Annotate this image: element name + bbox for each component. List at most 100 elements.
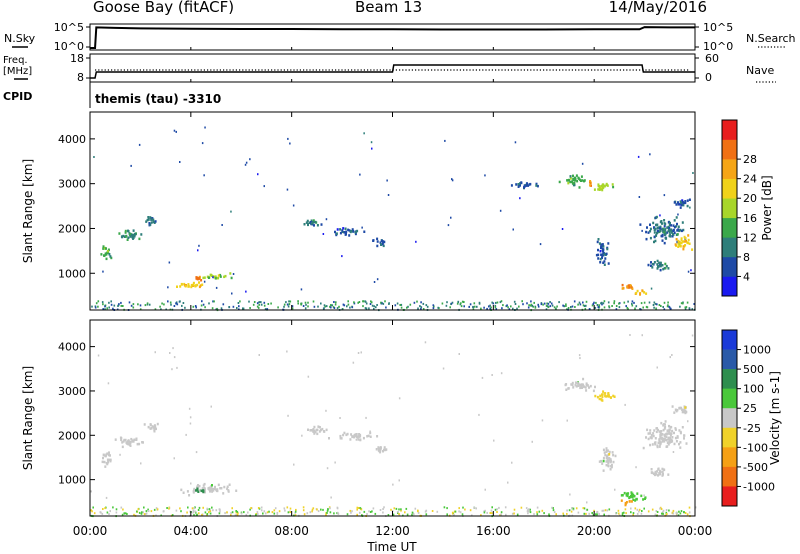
scatter-cell bbox=[602, 459, 605, 463]
scatter-cell bbox=[580, 175, 583, 178]
noise-left-tick-label: 10^0 bbox=[54, 40, 84, 53]
scatter-cell bbox=[106, 249, 109, 253]
ground-scatter-cell bbox=[390, 508, 392, 511]
cpid-label: CPID bbox=[3, 90, 32, 103]
noise-right-tick-label: 10^5 bbox=[703, 21, 733, 34]
ground-scatter-cell bbox=[336, 506, 339, 509]
scatter-cell bbox=[217, 276, 220, 280]
ground-scatter-cell bbox=[396, 302, 399, 305]
ground-scatter-cell bbox=[499, 301, 502, 304]
ground-scatter-cell bbox=[575, 507, 578, 510]
ground-scatter-cell bbox=[414, 507, 417, 510]
ground-scatter-cell bbox=[192, 511, 194, 514]
scatter-cell bbox=[654, 437, 657, 440]
ground-scatter-cell bbox=[271, 511, 274, 514]
isolated-cell bbox=[512, 228, 514, 231]
ground-scatter-cell bbox=[193, 514, 195, 517]
scatter-cell bbox=[606, 449, 609, 452]
scatter-cell bbox=[316, 432, 319, 436]
scatter-cell bbox=[103, 246, 106, 250]
ground-scatter-cell bbox=[106, 307, 108, 310]
scatter-cell bbox=[603, 185, 606, 188]
ground-scatter-cell bbox=[139, 308, 142, 311]
scatter-cell bbox=[658, 438, 661, 442]
isolated-cell bbox=[185, 433, 187, 436]
isolated-cell bbox=[451, 179, 454, 182]
ground-scatter-cell bbox=[313, 305, 316, 308]
scatter-cell bbox=[621, 283, 624, 287]
scatter-cell bbox=[585, 382, 588, 385]
ground-scatter-cell bbox=[255, 513, 257, 516]
scatter-cell bbox=[130, 437, 133, 441]
scatter-cell bbox=[317, 425, 320, 428]
scatter-cell bbox=[328, 437, 330, 440]
ground-scatter-cell bbox=[323, 304, 326, 307]
ground-scatter-cell bbox=[381, 301, 383, 304]
scatter-cell bbox=[627, 284, 630, 287]
ground-scatter-cell bbox=[691, 308, 694, 311]
scatter-cell bbox=[639, 292, 642, 295]
ground-scatter-cell bbox=[537, 305, 540, 308]
ground-scatter-cell bbox=[288, 303, 291, 306]
scatter-cell bbox=[132, 440, 135, 443]
date-title: 14/May/2016 bbox=[609, 0, 707, 16]
scatter-cell bbox=[379, 450, 382, 454]
ground-scatter-cell bbox=[618, 302, 621, 305]
scatter-cell bbox=[659, 264, 662, 268]
isolated-cell bbox=[190, 482, 192, 485]
ground-scatter-cell bbox=[371, 304, 374, 307]
scatter-cell bbox=[201, 283, 204, 286]
scatter-cell bbox=[662, 424, 665, 427]
ground-scatter-cell bbox=[253, 301, 256, 303]
scatter-cell bbox=[558, 180, 561, 184]
scatter-cell bbox=[515, 183, 518, 186]
scatter-cell bbox=[342, 227, 345, 230]
isolated-cell bbox=[692, 172, 694, 174]
noise-right-tick-label: 10^0 bbox=[703, 40, 733, 53]
ground-scatter-cell bbox=[363, 510, 366, 513]
ground-scatter-cell bbox=[621, 512, 624, 515]
scatter-cell bbox=[650, 264, 652, 267]
scatter-cell bbox=[679, 441, 682, 444]
scatter-cell bbox=[376, 244, 379, 248]
scatter-cell bbox=[206, 275, 209, 279]
ground-scatter-cell bbox=[480, 514, 482, 517]
ground-scatter-cell bbox=[347, 300, 349, 303]
scatter-cell bbox=[202, 484, 205, 487]
scatter-cell bbox=[604, 392, 607, 395]
scatter-cell bbox=[676, 435, 679, 438]
isolated-cell bbox=[287, 137, 289, 140]
scatter-cell bbox=[624, 502, 627, 506]
ground-scatter-cell bbox=[302, 305, 305, 307]
scatter-cell bbox=[661, 239, 664, 242]
ground-scatter-cell bbox=[600, 301, 603, 304]
scatter-cell bbox=[652, 221, 655, 225]
isolated-cell bbox=[641, 334, 643, 337]
scatter-cell bbox=[141, 441, 144, 444]
scatter-cell bbox=[664, 266, 667, 270]
scatter-cell bbox=[207, 487, 210, 490]
ground-scatter-cell bbox=[216, 307, 218, 310]
isolated-cell bbox=[361, 226, 363, 229]
ground-scatter-cell bbox=[474, 305, 476, 308]
ground-scatter-cell bbox=[606, 509, 609, 512]
ground-scatter-cell bbox=[169, 301, 172, 304]
scatter-cell bbox=[656, 445, 659, 449]
scatter-cell bbox=[367, 434, 370, 438]
scatter-cell bbox=[313, 425, 316, 429]
ground-scatter-cell bbox=[585, 300, 588, 303]
ground-scatter-cell bbox=[364, 307, 367, 310]
scatter-cell bbox=[121, 441, 124, 444]
scatter-cell bbox=[146, 218, 149, 222]
scatter-cell bbox=[679, 430, 682, 434]
isolated-cell bbox=[173, 356, 176, 359]
isolated-cell bbox=[478, 413, 480, 416]
scatter-cell bbox=[314, 430, 317, 434]
ground-scatter-cell bbox=[643, 507, 645, 510]
scatter-cell bbox=[679, 245, 682, 248]
ground-scatter-cell bbox=[211, 506, 213, 509]
scatter-cell bbox=[348, 234, 351, 237]
scatter-cell bbox=[109, 255, 112, 258]
scatter-cell bbox=[566, 179, 569, 182]
ground-scatter-cell bbox=[194, 305, 197, 307]
